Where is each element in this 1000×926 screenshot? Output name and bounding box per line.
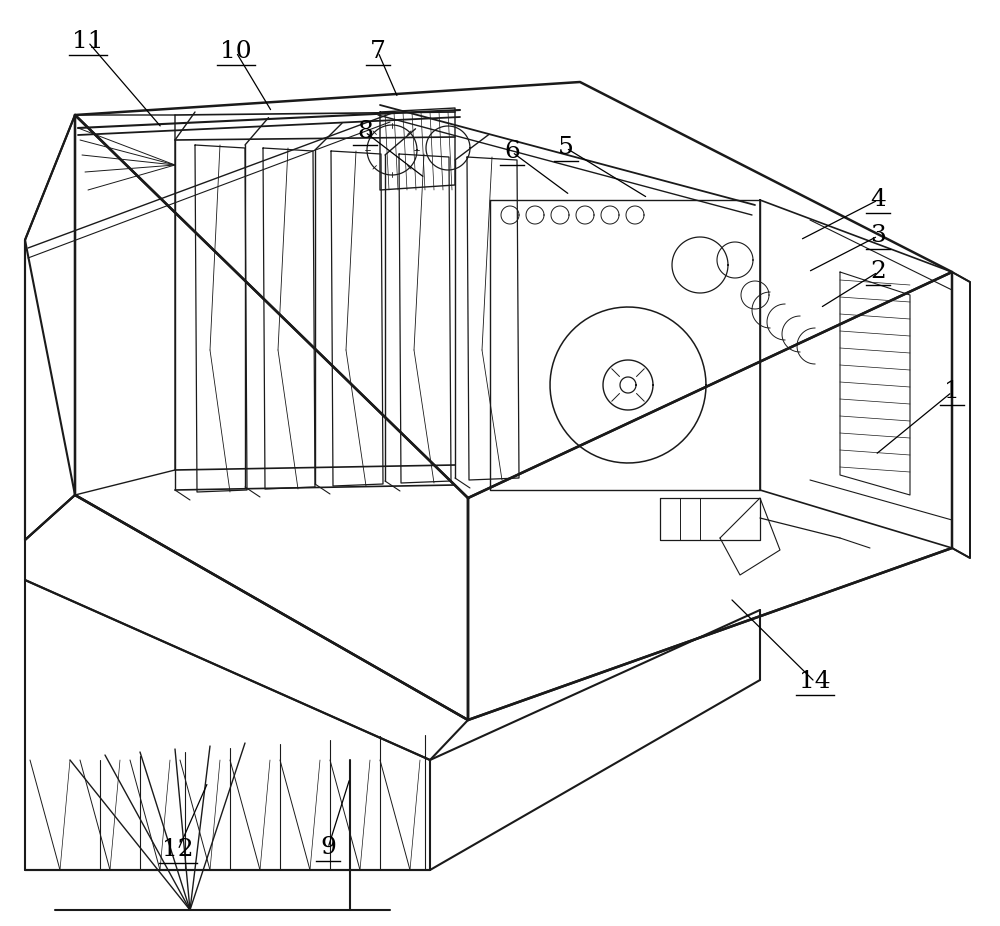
Text: 8: 8: [357, 120, 373, 144]
Text: 7: 7: [370, 41, 386, 64]
Text: 14: 14: [799, 670, 831, 694]
Text: 11: 11: [72, 31, 104, 54]
Text: 1: 1: [944, 381, 960, 404]
Text: 5: 5: [558, 136, 574, 159]
Text: 10: 10: [220, 41, 252, 64]
Text: 6: 6: [504, 141, 520, 164]
Text: 4: 4: [870, 189, 886, 211]
Text: 2: 2: [870, 260, 886, 283]
Text: 9: 9: [320, 836, 336, 859]
Text: 12: 12: [162, 839, 194, 861]
Text: 3: 3: [870, 224, 886, 247]
